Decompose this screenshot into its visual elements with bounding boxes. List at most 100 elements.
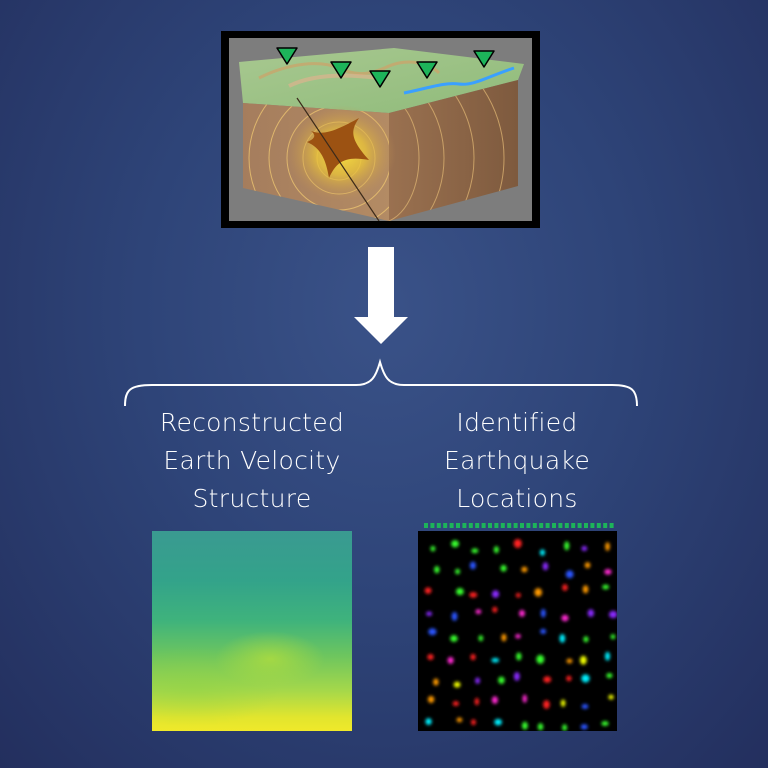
event-blob bbox=[601, 721, 609, 726]
event-blob bbox=[430, 545, 436, 552]
event-blob bbox=[450, 635, 458, 642]
station-marker bbox=[449, 523, 454, 528]
event-blob bbox=[515, 593, 521, 598]
earth-block-illustration bbox=[229, 38, 532, 221]
event-blob bbox=[606, 672, 613, 679]
station-marker bbox=[468, 523, 473, 528]
station-marker bbox=[603, 523, 608, 528]
event-blob bbox=[492, 606, 498, 613]
down-arrow-icon bbox=[354, 247, 408, 344]
event-blob bbox=[513, 672, 520, 681]
station-marker bbox=[520, 523, 524, 528]
station-marker bbox=[590, 523, 595, 528]
event-blob bbox=[604, 569, 612, 575]
event-blob bbox=[542, 562, 549, 571]
event-blob bbox=[516, 652, 522, 661]
event-blob bbox=[519, 609, 525, 617]
event-blob bbox=[452, 701, 460, 707]
event-blob bbox=[581, 674, 590, 683]
event-blob bbox=[605, 542, 610, 551]
event-blob bbox=[428, 628, 437, 636]
station-marker bbox=[571, 523, 576, 528]
event-blob bbox=[475, 677, 481, 684]
event-blob bbox=[534, 588, 543, 597]
river bbox=[403, 66, 515, 95]
event-blob bbox=[565, 570, 574, 579]
event-blob bbox=[498, 676, 505, 684]
event-blob bbox=[564, 541, 570, 551]
event-blob bbox=[610, 634, 616, 640]
label-line: Reconstructed bbox=[159, 408, 345, 437]
station-marker bbox=[488, 523, 492, 528]
event-blob bbox=[513, 538, 522, 549]
event-blob bbox=[491, 658, 500, 663]
earthquake-locations-label: Identified Earthquake Locations bbox=[395, 404, 639, 518]
event-blob bbox=[491, 696, 498, 704]
event-blob bbox=[543, 700, 550, 709]
earthquake-locations-map bbox=[418, 531, 617, 731]
station-marker bbox=[494, 523, 499, 528]
event-blob bbox=[470, 653, 476, 661]
event-blob bbox=[583, 636, 589, 643]
event-blob bbox=[433, 678, 439, 686]
event-blob bbox=[587, 609, 595, 618]
earth-block-diagram-frame bbox=[221, 31, 540, 228]
event-blob bbox=[602, 584, 610, 590]
event-blob bbox=[584, 562, 591, 569]
station-marker bbox=[526, 523, 531, 528]
station-marker bbox=[558, 523, 563, 528]
event-blob bbox=[475, 609, 482, 615]
label-line: Earthquake bbox=[443, 446, 591, 475]
event-blob bbox=[469, 561, 476, 570]
station-marker bbox=[475, 523, 480, 528]
station-marker bbox=[430, 523, 435, 528]
event-blob bbox=[608, 694, 614, 700]
event-blob bbox=[501, 633, 507, 642]
event-blob bbox=[536, 654, 545, 664]
event-blob bbox=[579, 655, 587, 665]
event-blob bbox=[453, 681, 461, 688]
event-blob bbox=[521, 721, 528, 730]
event-blob bbox=[580, 724, 588, 730]
event-blob bbox=[425, 718, 432, 726]
event-blob bbox=[521, 566, 528, 573]
label-line: Locations bbox=[456, 484, 578, 513]
event-blob bbox=[456, 717, 463, 723]
event-blob bbox=[471, 548, 479, 554]
station-marker bbox=[443, 523, 448, 528]
rupture-shape bbox=[307, 118, 369, 178]
event-blob bbox=[491, 590, 500, 598]
event-blob bbox=[566, 675, 572, 682]
event-blob bbox=[537, 723, 544, 731]
event-blob bbox=[494, 718, 502, 726]
event-blob bbox=[427, 654, 434, 661]
station-marker bbox=[436, 523, 441, 528]
event-blob bbox=[561, 614, 569, 622]
station-marker bbox=[609, 523, 614, 528]
event-blob bbox=[424, 587, 432, 594]
label-line: Earth Velocity bbox=[163, 446, 341, 475]
event-blob bbox=[427, 695, 435, 703]
velocity-structure-label: Reconstructed Earth Velocity Structure bbox=[130, 404, 374, 518]
event-blob bbox=[474, 697, 480, 706]
event-blob bbox=[581, 703, 589, 710]
event-blob bbox=[451, 611, 458, 621]
event-blob bbox=[539, 549, 546, 556]
event-blob bbox=[469, 592, 478, 598]
event-blob bbox=[455, 568, 461, 575]
event-blob bbox=[605, 651, 611, 661]
event-blob bbox=[562, 724, 568, 731]
event-blob bbox=[540, 608, 546, 618]
event-blob bbox=[434, 566, 440, 574]
label-line: Identified bbox=[456, 408, 578, 437]
station-marker bbox=[552, 523, 556, 528]
event-blob bbox=[608, 610, 617, 619]
station-marker bbox=[596, 523, 601, 528]
station-marker bbox=[507, 523, 512, 528]
event-blob bbox=[582, 585, 589, 594]
event-blob bbox=[540, 628, 547, 634]
event-blob bbox=[515, 634, 521, 639]
station-marker bbox=[564, 523, 569, 528]
station-marker bbox=[500, 523, 505, 528]
event-blob bbox=[426, 611, 433, 617]
